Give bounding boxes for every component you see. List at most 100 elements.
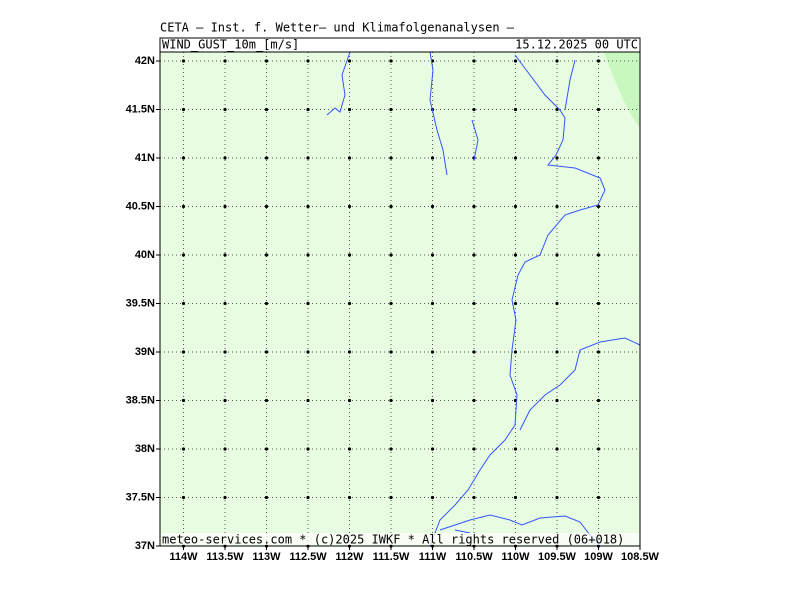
station-dot	[596, 204, 601, 209]
station-dot	[306, 253, 310, 257]
station-dot	[181, 204, 186, 209]
lon-tick-label: 113W	[252, 551, 281, 563]
station-dot	[596, 156, 601, 160]
station-dot	[513, 253, 518, 257]
station-dot	[264, 107, 269, 112]
footer-box	[161, 533, 639, 545]
station-dot	[306, 495, 310, 500]
river	[439, 514, 601, 547]
station-dot	[513, 447, 518, 451]
station-dot	[223, 253, 227, 257]
station-dot	[264, 204, 269, 209]
station-dot	[181, 495, 186, 500]
station-dot	[306, 204, 310, 209]
station-dot	[181, 301, 186, 306]
station-dot	[596, 350, 601, 354]
station-dot	[430, 253, 435, 257]
station-dot	[264, 447, 269, 451]
lat-tick-label: 37.5N	[126, 491, 155, 503]
station-dot	[223, 350, 227, 354]
lon-tick-label: 109W	[584, 551, 613, 563]
station-dot	[555, 253, 559, 257]
station-dot	[430, 447, 435, 451]
station-dot	[513, 59, 518, 63]
lat-tick-label: 42N	[135, 55, 155, 67]
station-dot	[555, 350, 559, 354]
lat-tick-label: 40.5N	[126, 200, 155, 212]
station-dot	[389, 301, 393, 306]
station-dot	[347, 107, 352, 112]
station-dot	[472, 495, 476, 500]
map-frame	[159, 51, 641, 547]
station-dot	[306, 107, 310, 112]
footer: meteo-services.com * (c)2025 IWKF * All …	[162, 533, 624, 547]
station-dot	[430, 301, 435, 306]
station-dot	[181, 253, 186, 257]
valid-time: 15.12.2025 00 UTC	[515, 38, 638, 52]
station-dot	[555, 398, 559, 403]
station-dot	[389, 156, 393, 160]
station-dot	[596, 107, 601, 112]
station-dot	[555, 447, 559, 451]
station-dot	[555, 107, 559, 112]
station-dot	[513, 204, 518, 209]
station-dot	[555, 301, 559, 306]
river	[564, 59, 576, 111]
station-dot	[347, 253, 352, 257]
rivers	[326, 51, 641, 547]
station-dot	[181, 59, 186, 63]
station-dot	[347, 447, 352, 451]
lon-tick-label: 108.5W	[621, 551, 660, 563]
lat-tick-label: 41N	[135, 152, 155, 164]
station-dot	[223, 59, 227, 63]
station-dot	[513, 301, 518, 306]
station-dot	[513, 107, 518, 112]
station-dot	[306, 398, 310, 403]
station-dot	[555, 59, 559, 63]
shaded-area	[604, 52, 640, 128]
header-title: CETA — Inst. f. Wetter— und Klimafolgena…	[160, 21, 515, 35]
station-dot	[389, 253, 393, 257]
station-dot	[513, 156, 518, 160]
station-dot	[596, 301, 601, 306]
station-dot	[181, 398, 186, 403]
lat-tick-label: 38.5N	[126, 394, 155, 406]
station-dot	[347, 59, 352, 63]
parameter: WIND_GUST_10m_[m/s]	[162, 38, 299, 52]
lon-tick-label: 110W	[501, 551, 530, 563]
station-dot	[472, 253, 476, 257]
station-dot	[306, 156, 310, 160]
station-dot	[306, 301, 310, 306]
station-dot	[389, 495, 393, 500]
lon-tick-label: 113.5W	[206, 551, 244, 563]
station-dot	[596, 398, 601, 403]
lon-tick-label: 112.5W	[289, 551, 327, 563]
station-dot	[555, 156, 559, 160]
station-dot	[223, 398, 227, 403]
map-background	[160, 52, 640, 546]
river	[471, 119, 479, 161]
station-dot	[223, 495, 227, 500]
river	[454, 529, 471, 534]
station-dot	[347, 350, 352, 354]
station-dot	[430, 398, 435, 403]
station-dot	[596, 253, 601, 257]
lat-tick-label: 39N	[135, 346, 155, 358]
station-dot	[264, 495, 269, 500]
station-dot	[223, 204, 227, 209]
lat-tick-label: 40N	[135, 249, 155, 261]
lon-tick-label: 110.5W	[455, 551, 493, 563]
station-dot	[389, 59, 393, 63]
station-dot	[430, 350, 435, 354]
station-dot	[596, 495, 601, 500]
station-dot	[472, 301, 476, 306]
river	[429, 54, 606, 547]
station-dot	[596, 59, 601, 63]
river	[519, 337, 641, 431]
station-dot	[389, 398, 393, 403]
lat-tick-label: 39.5N	[126, 297, 155, 309]
station-dot	[223, 107, 227, 112]
station-dot	[472, 447, 476, 451]
